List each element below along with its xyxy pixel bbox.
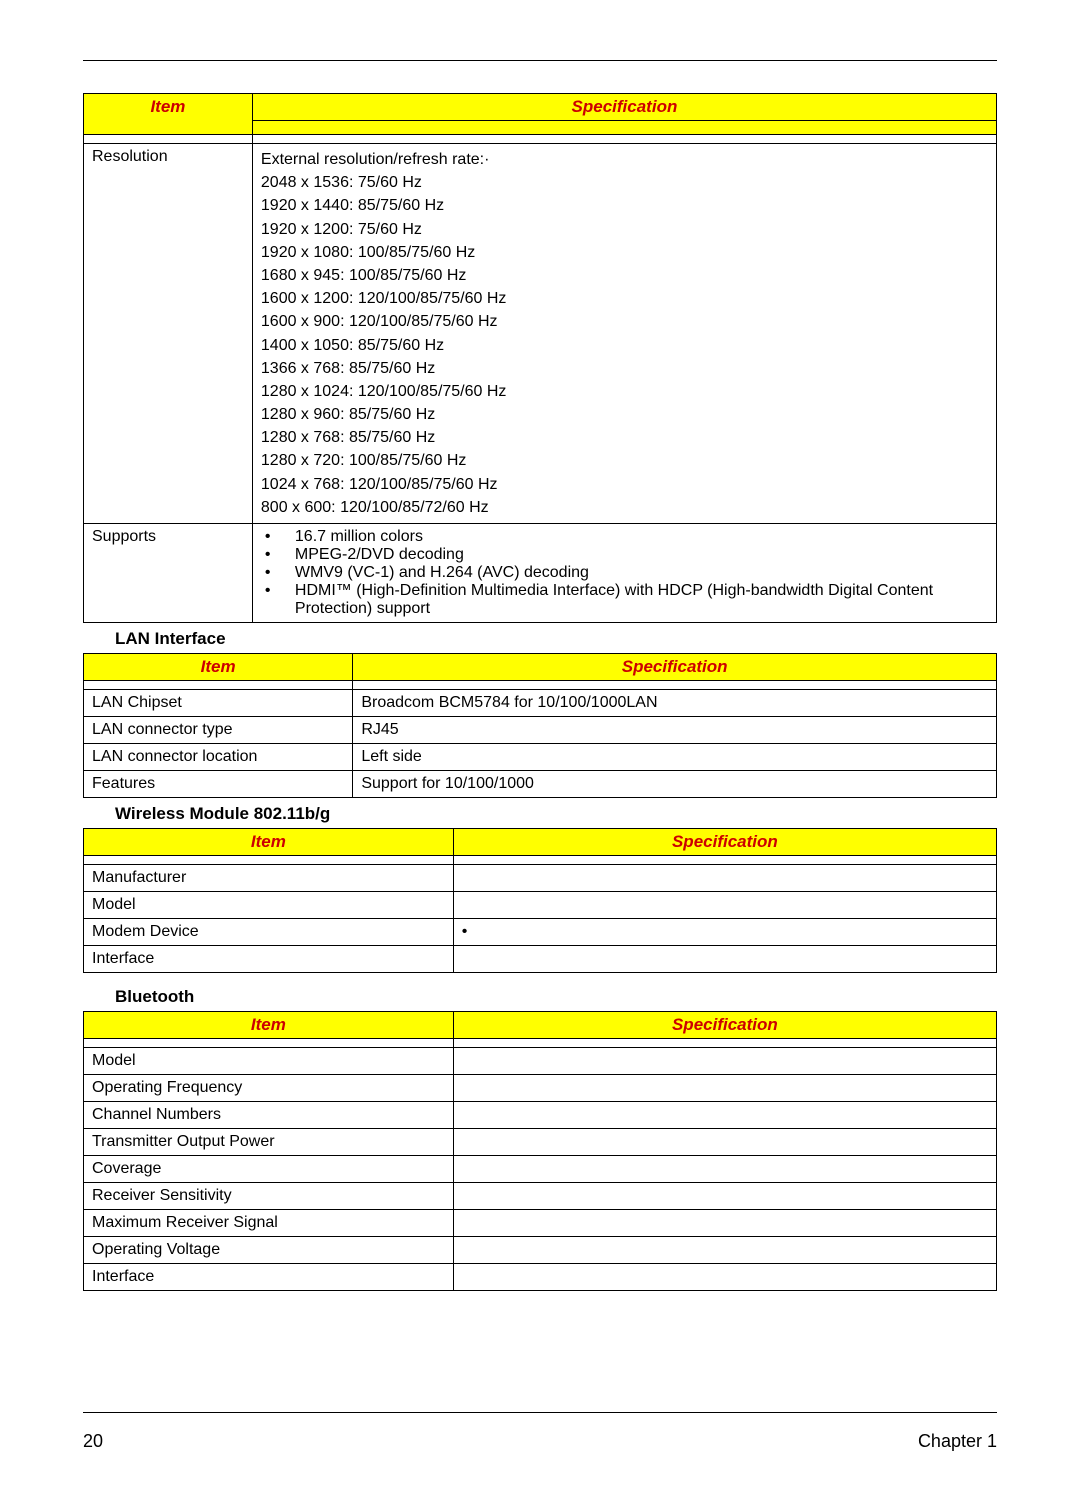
cell-item: LAN connector location	[84, 744, 353, 771]
cell-item: Resolution	[84, 144, 253, 524]
bullet-text: 16.7 million colors	[295, 528, 423, 546]
spec-table-wireless: Item Specification ManufacturerModelMode…	[83, 828, 997, 973]
header-spec: Specification	[353, 654, 997, 681]
section-title-wireless: Wireless Module 802.11b/g	[115, 804, 997, 824]
table-row: LAN connector typeRJ45	[84, 717, 997, 744]
cell-item: Modem Device	[84, 919, 454, 946]
table-row: Interface	[84, 1264, 997, 1291]
bullet-icon: •	[261, 582, 295, 618]
cell-spec	[453, 1237, 996, 1264]
spec-table-bluetooth: Item Specification ModelOperating Freque…	[83, 1011, 997, 1291]
header-item: Item	[84, 94, 253, 135]
cell-spec	[453, 1156, 996, 1183]
header-spec: Specification	[453, 829, 996, 856]
page-number: 20	[83, 1431, 103, 1452]
cell-item: Manufacturer	[84, 865, 454, 892]
cell-spec	[453, 1264, 996, 1291]
page-footer: 20 Chapter 1	[83, 1412, 997, 1452]
table-row: Manufacturer	[84, 865, 997, 892]
cell-item: Coverage	[84, 1156, 454, 1183]
table-row: Maximum Receiver Signal	[84, 1210, 997, 1237]
table-row: Model	[84, 892, 997, 919]
cell-item: Supports	[84, 524, 253, 623]
cell-item: Receiver Sensitivity	[84, 1183, 454, 1210]
table-row: Operating Voltage	[84, 1237, 997, 1264]
table-row: FeaturesSupport for 10/100/1000	[84, 771, 997, 798]
chapter-label: Chapter 1	[918, 1431, 997, 1452]
cell-item: Model	[84, 1048, 454, 1075]
cell-spec	[453, 1129, 996, 1156]
header-item: Item	[84, 1012, 454, 1039]
cell-item: Interface	[84, 946, 454, 973]
cell-spec: External resolution/refresh rate:·2048 x…	[252, 144, 996, 524]
cell-spec	[453, 892, 996, 919]
bullet-icon: •	[261, 564, 295, 582]
cell-spec: RJ45	[353, 717, 997, 744]
table-row: Coverage	[84, 1156, 997, 1183]
bullet-icon: •	[261, 528, 295, 546]
table-row: Modem Device•	[84, 919, 997, 946]
cell-spec	[453, 1075, 996, 1102]
section-title-lan: LAN Interface	[115, 629, 997, 649]
cell-item: Operating Frequency	[84, 1075, 454, 1102]
cell-spec: Left side	[353, 744, 997, 771]
bullet-icon: •	[261, 546, 295, 564]
cell-item: LAN Chipset	[84, 690, 353, 717]
header-item: Item	[84, 654, 353, 681]
cell-item: Maximum Receiver Signal	[84, 1210, 454, 1237]
cell-item: LAN connector type	[84, 717, 353, 744]
section-title-bluetooth: Bluetooth	[115, 987, 997, 1007]
footer-rule	[83, 1412, 997, 1413]
cell-spec	[453, 1210, 996, 1237]
cell-spec	[453, 1183, 996, 1210]
page-content: Item Specification ResolutionExternal re…	[0, 0, 1080, 1291]
cell-item: Operating Voltage	[84, 1237, 454, 1264]
header-subrow	[252, 121, 996, 135]
table-row: Transmitter Output Power	[84, 1129, 997, 1156]
cell-item: Features	[84, 771, 353, 798]
cell-spec: Support for 10/100/1000	[353, 771, 997, 798]
cell-item: Model	[84, 892, 454, 919]
table-row: Model	[84, 1048, 997, 1075]
bullet-text: HDMI™ (High-Definition Multimedia Interf…	[295, 582, 988, 618]
cell-spec: •	[453, 919, 996, 946]
header-item: Item	[84, 829, 454, 856]
spec-table-main: Item Specification ResolutionExternal re…	[83, 93, 997, 623]
table-row: LAN ChipsetBroadcom BCM5784 for 10/100/1…	[84, 690, 997, 717]
cell-spec: •16.7 million colors•MPEG-2/DVD decoding…	[252, 524, 996, 623]
table-row: ResolutionExternal resolution/refresh ra…	[84, 144, 997, 524]
spec-table-lan: Item Specification LAN ChipsetBroadcom B…	[83, 653, 997, 798]
table-row: Operating Frequency	[84, 1075, 997, 1102]
cell-spec	[453, 1102, 996, 1129]
table-row: Channel Numbers	[84, 1102, 997, 1129]
cell-spec: Broadcom BCM5784 for 10/100/1000LAN	[353, 690, 997, 717]
table-row: Interface	[84, 946, 997, 973]
cell-item: Channel Numbers	[84, 1102, 454, 1129]
cell-spec	[453, 1048, 996, 1075]
header-spec: Specification	[453, 1012, 996, 1039]
cell-spec	[453, 946, 996, 973]
table-row: Supports•16.7 million colors•MPEG-2/DVD …	[84, 524, 997, 623]
header-spec: Specification	[252, 94, 996, 121]
bullet-text: MPEG-2/DVD decoding	[295, 546, 464, 564]
cell-item: Interface	[84, 1264, 454, 1291]
top-rule	[83, 60, 997, 61]
table-row: LAN connector locationLeft side	[84, 744, 997, 771]
table-row: Receiver Sensitivity	[84, 1183, 997, 1210]
bullet-text: WMV9 (VC-1) and H.264 (AVC) decoding	[295, 564, 589, 582]
cell-spec	[453, 865, 996, 892]
cell-item: Transmitter Output Power	[84, 1129, 454, 1156]
